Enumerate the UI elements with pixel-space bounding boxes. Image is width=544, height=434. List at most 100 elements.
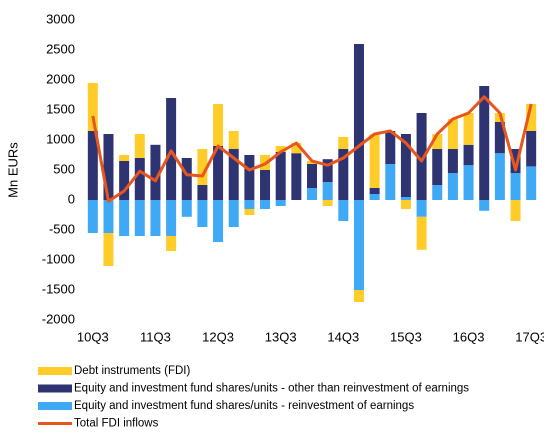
bar — [275, 200, 286, 206]
bar — [479, 86, 490, 200]
y-tick-label: -2000 — [42, 311, 75, 326]
bar — [353, 290, 364, 302]
bar — [166, 200, 177, 236]
legend-label: Equity and investment fund shares/units … — [74, 383, 469, 395]
bar — [134, 134, 145, 158]
bar — [275, 152, 286, 200]
bar — [494, 153, 505, 200]
y-tick-label: -1500 — [42, 281, 75, 296]
bar — [134, 200, 145, 236]
bar — [494, 122, 505, 154]
bar — [166, 236, 177, 251]
x-tick-label: 10Q3 — [77, 329, 109, 344]
bar — [510, 200, 521, 221]
bar — [307, 164, 317, 188]
bar — [150, 200, 161, 236]
bar — [103, 200, 114, 233]
bar — [119, 155, 130, 161]
bar — [353, 44, 364, 200]
bar — [510, 173, 521, 200]
bar — [87, 83, 98, 131]
y-axis-label: Mn EURs — [5, 142, 20, 198]
bar — [385, 131, 396, 164]
bar — [260, 200, 271, 209]
bar — [134, 158, 145, 200]
bar — [338, 200, 349, 221]
legend-label: Total FDI inflows — [74, 418, 159, 430]
bar — [119, 161, 130, 200]
bar — [150, 144, 161, 200]
bar — [197, 149, 208, 185]
legend-label: Equity and investment fund shares/units … — [74, 400, 414, 412]
bar — [526, 104, 537, 131]
bar — [479, 200, 490, 211]
bar — [447, 119, 458, 149]
bar — [463, 113, 474, 145]
bar — [369, 188, 380, 194]
bar — [260, 170, 271, 200]
x-tick-label: 14Q3 — [327, 329, 359, 344]
legend-label: Debt instruments (FDI) — [74, 365, 190, 377]
bar — [400, 200, 411, 209]
y-tick-label: 1000 — [46, 131, 75, 146]
y-tick-label: 2000 — [46, 71, 75, 86]
bar — [338, 149, 349, 200]
bar — [307, 188, 317, 200]
bar — [463, 165, 474, 200]
bar — [322, 159, 333, 182]
bar — [447, 173, 458, 200]
bar — [119, 200, 130, 236]
legend-swatch — [38, 367, 72, 375]
bar — [510, 149, 521, 173]
bar — [526, 166, 537, 200]
bar — [87, 131, 98, 200]
bar — [244, 200, 255, 209]
x-tick-label: 17Q3 — [515, 329, 544, 344]
bar — [353, 200, 364, 290]
bar — [244, 209, 255, 215]
bar — [275, 146, 286, 152]
bar — [447, 149, 458, 173]
y-tick-label: -500 — [49, 221, 75, 236]
bar — [213, 146, 224, 200]
bar — [291, 143, 302, 154]
bar — [291, 153, 302, 200]
bar — [338, 137, 349, 149]
bar — [369, 194, 380, 200]
legend-swatch — [38, 402, 72, 410]
bar — [432, 149, 443, 185]
bar — [166, 98, 177, 200]
bar — [181, 200, 192, 217]
bar — [400, 197, 411, 200]
x-tick-label: 13Q3 — [265, 329, 297, 344]
x-tick-label: 16Q3 — [453, 329, 485, 344]
bar — [526, 131, 537, 167]
bar — [416, 216, 427, 250]
bar — [197, 200, 208, 227]
bar — [416, 113, 427, 200]
bar — [322, 182, 333, 200]
bar — [213, 104, 224, 146]
bar — [87, 200, 98, 233]
bar — [416, 200, 427, 217]
line — [91, 95, 533, 203]
bar — [197, 185, 208, 200]
y-tick-label: -1000 — [42, 251, 75, 266]
bar — [181, 158, 192, 200]
bar — [228, 131, 239, 149]
y-tick-label: 2500 — [46, 41, 75, 56]
bar — [103, 134, 114, 200]
y-tick-label: 1500 — [46, 101, 75, 116]
bar — [103, 233, 114, 266]
bar — [463, 144, 474, 166]
bar — [400, 134, 411, 197]
bar — [244, 155, 255, 200]
bar — [385, 164, 396, 200]
y-tick-label: 3000 — [46, 11, 75, 26]
y-tick-label: 0 — [68, 191, 75, 206]
bar — [213, 200, 224, 242]
bar — [369, 134, 380, 188]
x-tick-label: 11Q3 — [140, 329, 171, 344]
legend-swatch — [38, 384, 72, 393]
